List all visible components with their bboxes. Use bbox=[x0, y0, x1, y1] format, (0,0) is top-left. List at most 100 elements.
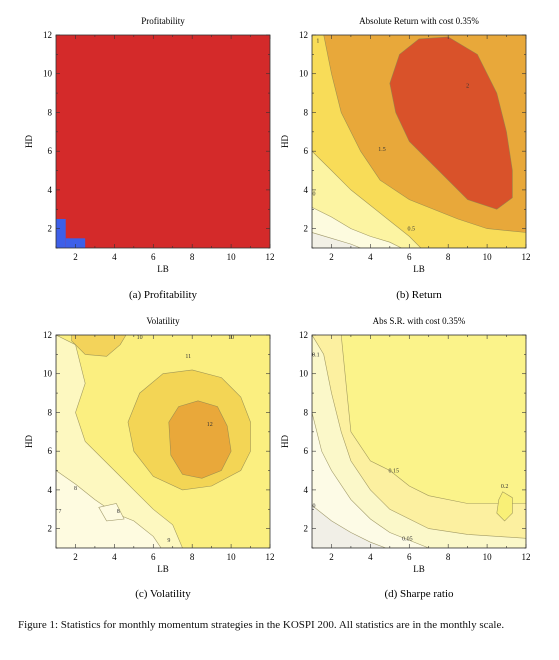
x-tick-label: 2 bbox=[329, 252, 334, 262]
chart-title: Abs S.R. with cost 0.35% bbox=[373, 316, 466, 326]
plot-area: 1 2 1.5 0.5 0 bbox=[312, 35, 526, 248]
contour-label: 0.2 bbox=[501, 484, 509, 490]
contour-region bbox=[340, 335, 526, 504]
contour-region bbox=[389, 36, 513, 210]
x-tick-label: 6 bbox=[407, 252, 412, 262]
contour-label: 0.5 bbox=[407, 227, 415, 233]
y-axis-label: HD bbox=[24, 435, 34, 448]
x-tick-label: 4 bbox=[112, 252, 117, 262]
y-tick-label: 12 bbox=[43, 330, 52, 340]
y-axis-label: HD bbox=[24, 135, 34, 148]
heatmap-cell bbox=[56, 218, 66, 248]
contour-label: 7 bbox=[58, 509, 61, 515]
y-tick-label: 6 bbox=[48, 146, 53, 156]
x-axis-label: LB bbox=[413, 264, 425, 274]
y-tick-label: 4 bbox=[304, 485, 309, 495]
subfigure-caption: (a) Profitability bbox=[129, 289, 198, 301]
contour-label: 0.05 bbox=[402, 536, 413, 542]
y-tick-label: 2 bbox=[304, 224, 309, 234]
x-axis-label: LB bbox=[157, 264, 169, 274]
x-tick-label: 8 bbox=[190, 552, 195, 562]
subfigure-caption: (c) Volatility bbox=[135, 588, 191, 600]
contour-region bbox=[312, 412, 429, 548]
plot-frame bbox=[311, 34, 527, 249]
x-tick-label: 10 bbox=[483, 252, 493, 262]
x-tick-label: 6 bbox=[151, 252, 156, 262]
x-tick-label: 2 bbox=[73, 252, 78, 262]
y-tick-label: 4 bbox=[48, 485, 53, 495]
contour-region bbox=[98, 503, 125, 522]
chart-title: Profitability bbox=[141, 16, 185, 26]
subfigure-caption: (d) Sharpe ratio bbox=[384, 588, 454, 600]
contour-region bbox=[71, 335, 127, 357]
y-tick-label: 4 bbox=[48, 185, 53, 195]
plot-frame bbox=[55, 34, 271, 249]
chart-title: Absolute Return with cost 0.35% bbox=[359, 16, 479, 26]
x-tick-label: 8 bbox=[190, 252, 195, 262]
contour-label: 9 bbox=[167, 538, 170, 544]
plot-area bbox=[56, 35, 270, 248]
y-tick-label: 10 bbox=[43, 369, 53, 379]
contour-region bbox=[168, 400, 232, 479]
contour-region bbox=[312, 206, 402, 248]
contour-label: 0.15 bbox=[388, 468, 399, 474]
figure-caption: Figure 1: Statistics for monthly momentu… bbox=[18, 617, 543, 633]
figure-caption-label: Figure 1: bbox=[18, 619, 59, 631]
contour-region bbox=[312, 35, 526, 248]
contour-label: 8 bbox=[117, 509, 120, 515]
y-tick-label: 10 bbox=[43, 69, 53, 79]
contour-label: 12 bbox=[207, 422, 213, 428]
x-tick-label: 12 bbox=[522, 252, 531, 262]
y-tick-label: 10 bbox=[299, 369, 309, 379]
y-tick-label: 8 bbox=[304, 407, 309, 417]
y-axis-label: HD bbox=[280, 435, 290, 448]
x-tick-label: 8 bbox=[446, 552, 451, 562]
x-tick-label: 8 bbox=[446, 252, 451, 262]
x-tick-label: 10 bbox=[483, 552, 493, 562]
chart-panel-1: 2 4 6 8 10 12 2 4 6 8 10 12 Profitability LB HD (a) Pro… bbox=[24, 16, 275, 301]
x-tick-label: 4 bbox=[368, 552, 373, 562]
y-tick-label: 2 bbox=[48, 524, 53, 534]
chart-panel-4: 0.1 0.15 0.2 0.05 0 2 4 6 8 10 12 2 4 6 8 10 12 Abs S.R. … bbox=[280, 316, 531, 600]
y-tick-label: 6 bbox=[304, 446, 309, 456]
x-axis-label: LB bbox=[157, 564, 169, 574]
contour-region bbox=[312, 505, 387, 548]
x-tick-label: 4 bbox=[368, 252, 373, 262]
chart-title: Volatility bbox=[146, 316, 180, 326]
y-tick-label: 6 bbox=[48, 446, 53, 456]
x-tick-label: 12 bbox=[266, 252, 275, 262]
y-tick-label: 8 bbox=[304, 107, 309, 117]
x-tick-label: 12 bbox=[266, 552, 275, 562]
contour-label: 2 bbox=[466, 83, 469, 89]
x-tick-label: 4 bbox=[112, 552, 117, 562]
contour-label: 1 bbox=[316, 39, 319, 45]
contour-label: 10 bbox=[137, 335, 143, 341]
figure-caption-text: Statistics for monthly momentum strategi… bbox=[60, 619, 505, 631]
y-tick-label: 2 bbox=[304, 524, 309, 534]
y-tick-label: 8 bbox=[48, 107, 53, 117]
contour-label: 11 bbox=[185, 354, 191, 360]
contour-region bbox=[312, 232, 361, 248]
x-tick-label: 6 bbox=[407, 552, 412, 562]
y-tick-label: 2 bbox=[48, 224, 53, 234]
heatmap-cell bbox=[65, 238, 86, 248]
y-tick-label: 4 bbox=[304, 185, 309, 195]
contour-region bbox=[496, 491, 513, 522]
contour-label: 0.1 bbox=[312, 352, 320, 358]
x-axis-label: LB bbox=[413, 564, 425, 574]
x-tick-label: 2 bbox=[329, 552, 334, 562]
x-tick-label: 12 bbox=[522, 552, 531, 562]
y-tick-label: 12 bbox=[43, 30, 52, 40]
y-axis-label: HD bbox=[280, 135, 290, 148]
contour-region bbox=[312, 335, 526, 548]
y-tick-label: 6 bbox=[304, 146, 309, 156]
contour-label: 0 bbox=[312, 192, 315, 198]
y-tick-label: 12 bbox=[299, 330, 308, 340]
contour-label: 0 bbox=[312, 503, 315, 509]
x-tick-label: 10 bbox=[227, 252, 237, 262]
plot-frame bbox=[311, 334, 527, 549]
subfigure-caption: (b) Return bbox=[396, 289, 442, 301]
